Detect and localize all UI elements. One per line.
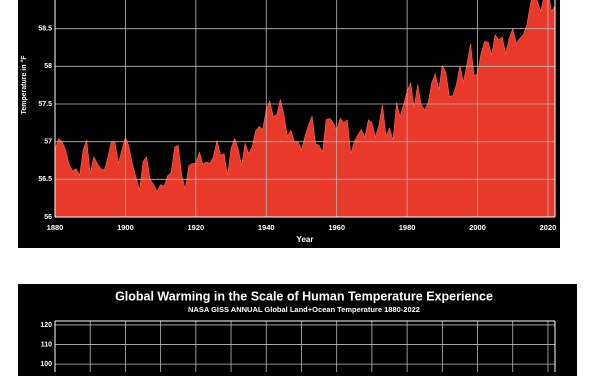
x-tick-label: 1940 — [258, 223, 275, 232]
y-tick-label: 57 — [44, 139, 52, 146]
y-tick-label: 58 — [44, 63, 52, 70]
x-tick-label: 2000 — [469, 223, 486, 232]
plot — [54, 321, 555, 372]
x-tick-label: 1980 — [399, 223, 416, 232]
y-tick-label: 110 — [41, 341, 52, 348]
y-tick-label: 100 — [40, 361, 52, 368]
x-tick-label: 1880 — [47, 223, 64, 232]
chart-title: Global Warming in the Scale of Human Tem… — [115, 289, 493, 303]
y-tick-label: 56.5 — [38, 176, 52, 183]
x-axis-label: Year — [297, 235, 314, 244]
plot — [55, 0, 556, 217]
y-tick-label: 58.5 — [38, 26, 52, 33]
panel — [18, 284, 577, 376]
y-axis-label: Temperature in °F — [20, 55, 28, 115]
y-tick-label: 56 — [44, 214, 52, 221]
x-tick-label: 2020 — [540, 223, 557, 232]
y-tick-label: 120 — [40, 322, 52, 329]
x-tick-label: 1960 — [328, 223, 345, 232]
x-tick-label: 1920 — [188, 223, 205, 232]
y-tick-label: 57.5 — [38, 101, 52, 108]
x-tick-label: 1900 — [117, 223, 134, 232]
chart-subtitle: NASA GISS ANNUAL Global Land+Ocean Tempe… — [188, 305, 420, 314]
